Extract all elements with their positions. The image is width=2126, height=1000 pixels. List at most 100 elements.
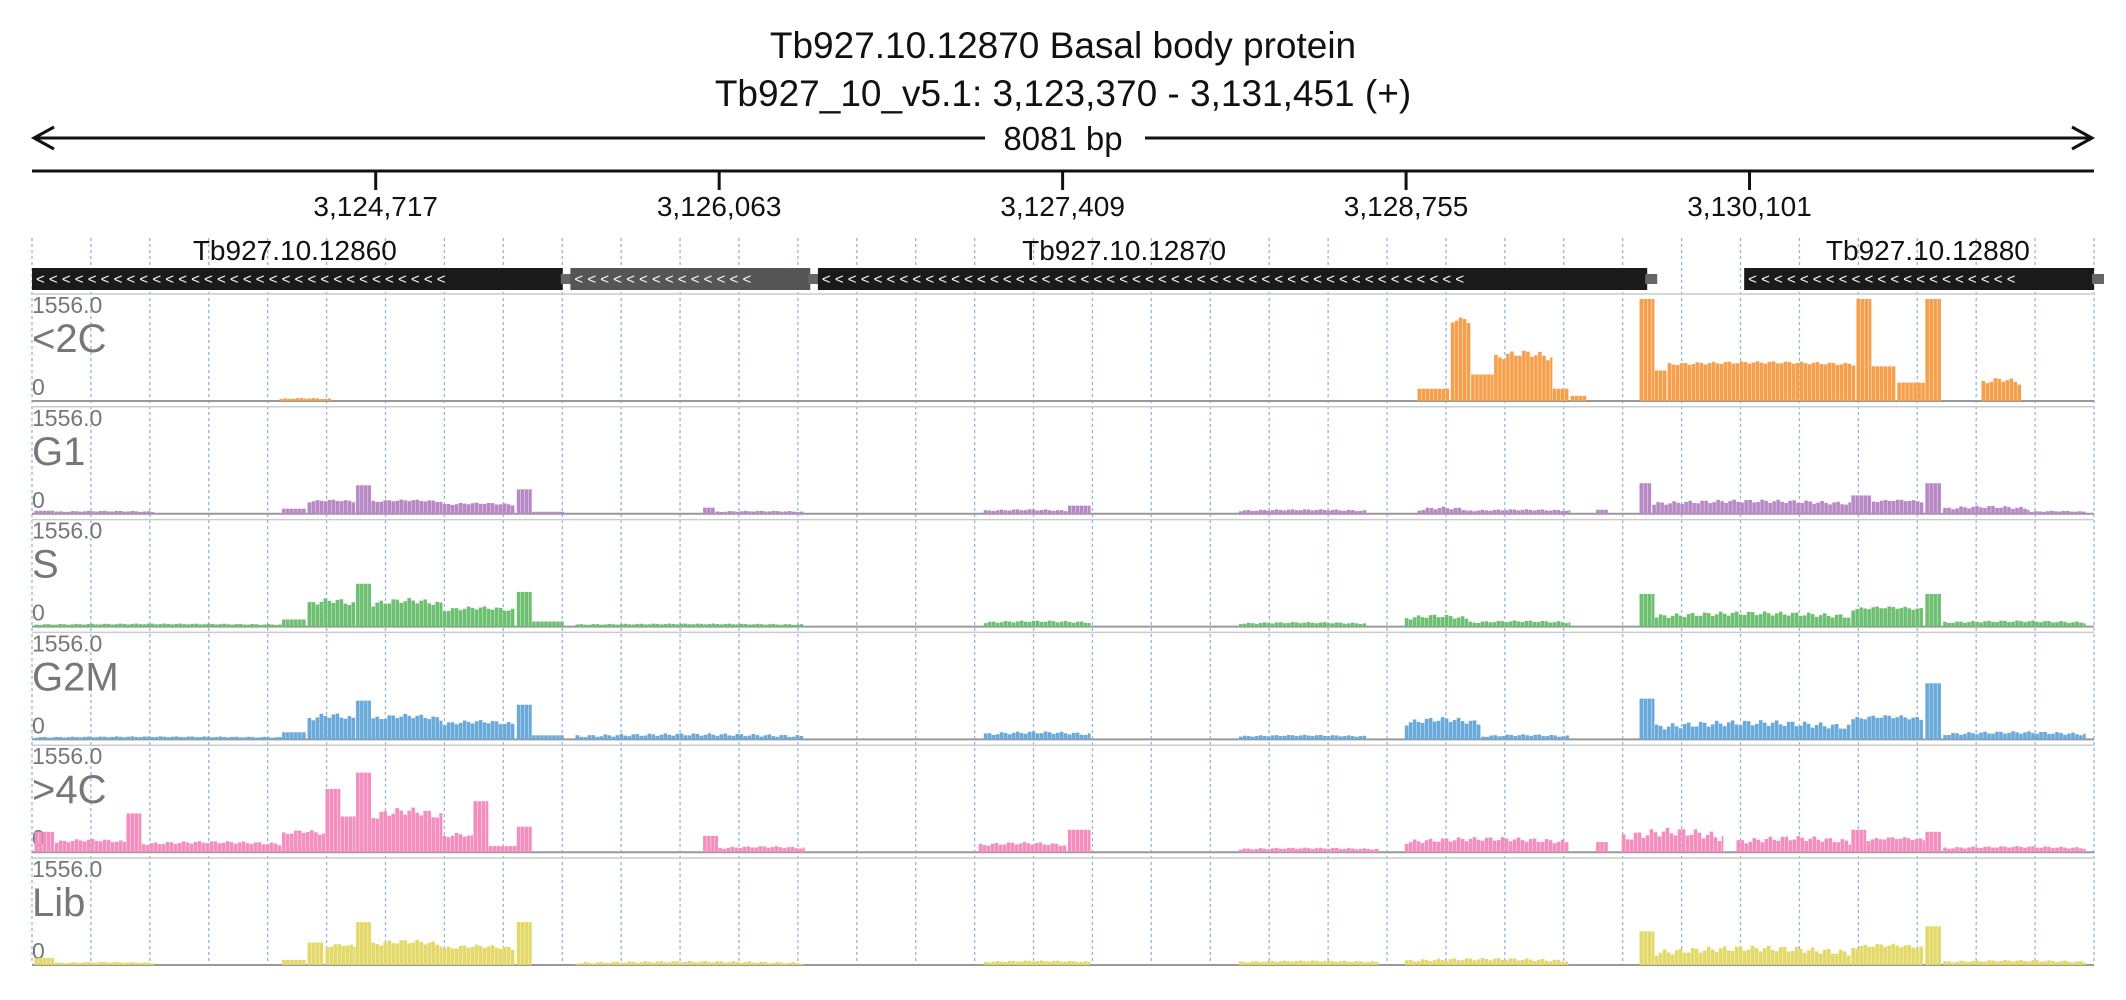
coverage-bar	[1552, 509, 1557, 514]
coverage-bar	[783, 624, 788, 627]
coverage-bar	[403, 713, 407, 740]
coverage-bar	[983, 510, 988, 514]
coverage-bar	[90, 737, 95, 740]
coverage-bar	[2003, 959, 2007, 965]
coverage-bar	[182, 737, 187, 740]
coverage-bar	[474, 502, 479, 514]
coverage-bar	[1887, 366, 1892, 401]
coverage-bar	[510, 949, 515, 965]
coverage-bar	[798, 848, 802, 853]
coverage-bar	[711, 734, 716, 740]
coverage-bar	[1031, 731, 1036, 740]
coverage-bar	[149, 843, 154, 853]
coverage-bar	[1274, 961, 1279, 965]
coverage-bar	[1556, 959, 1561, 965]
coverage-bar	[1947, 848, 1951, 853]
coverage-bar	[214, 736, 219, 740]
coverage-bar	[2023, 847, 2027, 853]
coverage-bar	[767, 734, 772, 740]
coverage-bar	[1270, 510, 1275, 514]
coverage-bar	[1776, 840, 1781, 853]
coverage-bar	[2055, 622, 2059, 627]
coverage-bar	[1652, 504, 1656, 514]
coverage-bar	[502, 723, 507, 740]
coverage-bar	[482, 947, 487, 965]
coverage-bar	[1432, 841, 1437, 853]
coverage-bar	[1270, 848, 1275, 853]
coverage-bar	[1710, 615, 1715, 627]
coverage-bar	[1003, 621, 1008, 627]
coverage-bar	[1629, 839, 1634, 853]
coverage-bar	[1754, 723, 1759, 740]
coverage-bar	[201, 842, 206, 853]
coverage-bar	[2035, 847, 2039, 853]
coverage-bar	[102, 962, 107, 965]
coverage-bar	[1810, 614, 1815, 627]
coverage-bar	[2023, 622, 2027, 627]
coverage-bar	[387, 815, 391, 853]
coverage-bar	[1784, 503, 1788, 514]
coverage-bar	[1798, 725, 1803, 740]
coverage-bar	[1673, 835, 1678, 853]
coverage-bar	[66, 842, 71, 853]
coverage-bar	[747, 961, 752, 965]
coverage-bar	[783, 735, 788, 740]
coverage-bar	[1848, 844, 1851, 853]
coverage-bar	[343, 718, 348, 740]
coverage-bar	[1967, 622, 1971, 627]
coverage-bar	[1967, 847, 1971, 853]
coverage-bar	[2007, 732, 2011, 740]
coverage-bar	[213, 841, 218, 853]
coverage-bar	[118, 962, 123, 965]
coverage-bar	[1468, 621, 1473, 627]
coverage-bar	[1879, 500, 1884, 514]
coverage-bar	[485, 801, 489, 853]
coverage-bar	[1828, 504, 1832, 514]
coverage-bar	[194, 623, 199, 627]
coverage-bar	[1999, 507, 2003, 514]
coverage-bar	[290, 732, 294, 740]
coverage-bar	[1871, 501, 1876, 514]
coverage-bar	[431, 716, 435, 740]
coverage-bar	[2047, 846, 2051, 853]
coverage-bar	[1718, 611, 1723, 627]
coverage-bar	[2063, 960, 2067, 965]
coverage-bar	[1911, 947, 1915, 965]
coverage-bar	[2081, 511, 2086, 514]
coverage-bar	[1859, 718, 1863, 740]
coverage-bar	[403, 500, 407, 514]
coverage-bar	[306, 831, 310, 853]
coverage-bar	[2063, 621, 2067, 627]
coverage-bar	[759, 624, 764, 627]
coverage-bar	[1039, 733, 1044, 740]
coverage-bar	[387, 940, 391, 965]
coverage-bar	[1035, 961, 1040, 965]
coverage-bar	[387, 603, 391, 627]
coverage-bar	[1925, 831, 1929, 853]
gene-strand-arrows: < < < < < < < < < < < < < < < < < < < < …	[36, 271, 446, 288]
coverage-bar	[1914, 839, 1919, 853]
coverage-bar	[371, 818, 375, 853]
coverage-bar	[1712, 502, 1716, 514]
coverage-bar	[1330, 847, 1335, 853]
coverage-bar	[134, 736, 139, 740]
coverage-bar	[1282, 848, 1287, 853]
coverage-bar	[450, 835, 455, 853]
coverage-bar	[1003, 733, 1008, 740]
coverage-bar	[86, 510, 91, 514]
coverage-bar	[42, 736, 47, 740]
coverage-bar	[791, 624, 796, 627]
coverage-bar	[1354, 849, 1359, 853]
coverage-bar	[1919, 719, 1923, 740]
coverage-bar	[1911, 717, 1915, 740]
coverage-bar	[360, 772, 364, 853]
coverage-bar	[458, 834, 463, 853]
coverage-bar	[34, 957, 39, 965]
coverage-bar	[1682, 952, 1687, 965]
coverage-bar	[1890, 837, 1895, 853]
coverage-bar	[1358, 510, 1363, 514]
coverage-bar	[667, 962, 672, 965]
coverage-bar	[1522, 350, 1526, 401]
coverage-bar	[1827, 362, 1832, 401]
coverage-bar	[1937, 593, 1941, 627]
